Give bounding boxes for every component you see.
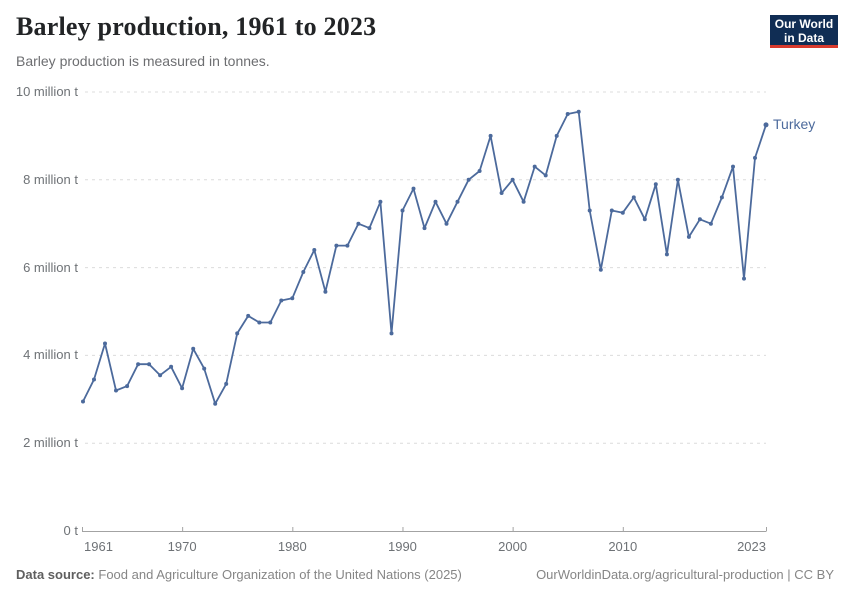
data-point: [466, 177, 471, 182]
data-point: [532, 164, 537, 169]
data-point: [125, 384, 130, 389]
data-point: [334, 243, 339, 248]
data-point: [598, 267, 603, 272]
data-point: [257, 320, 262, 325]
data-point: [367, 226, 372, 231]
data-point: [81, 399, 85, 404]
data-point: [742, 276, 746, 281]
data-point: [620, 210, 625, 215]
data-point: [708, 221, 713, 226]
data-point: [675, 177, 680, 182]
data-point: [246, 313, 251, 318]
data-point: [609, 208, 614, 213]
page-subtitle: Barley production is measured in tonnes.: [16, 53, 270, 69]
data-point: [576, 109, 581, 114]
data-point: [521, 199, 526, 204]
data-point: [731, 164, 735, 169]
data-point: [202, 366, 207, 371]
data-point: [235, 331, 240, 336]
data-point: [433, 199, 438, 204]
data-point: [312, 248, 317, 252]
owid-logo-line1: Our World: [774, 17, 834, 31]
data-source-note: Data source: Food and Agriculture Organi…: [16, 567, 462, 582]
data-point: [323, 289, 328, 294]
data-point: [653, 182, 658, 187]
data-point: [268, 320, 273, 325]
data-point: [587, 208, 592, 213]
data-point: [631, 195, 636, 200]
data-point: [136, 362, 141, 367]
data-point: [753, 155, 757, 160]
data-point: [279, 298, 284, 303]
data-point: [455, 199, 460, 204]
data-point: [213, 401, 218, 406]
data-point: [345, 243, 350, 248]
data-point: [411, 186, 416, 191]
data-point: [763, 122, 769, 128]
page-title: Barley production, 1961 to 2023: [16, 12, 377, 41]
data-point: [301, 270, 306, 274]
data-point: [224, 381, 229, 386]
data-point: [389, 331, 394, 336]
data-point: [378, 199, 383, 204]
data-point: [543, 173, 548, 178]
data-point: [686, 234, 691, 239]
data-point: [554, 133, 559, 138]
data-point: [180, 386, 185, 391]
data-point: [477, 169, 482, 173]
series-label-turkey[interactable]: Turkey: [773, 115, 816, 132]
data-point: [697, 217, 702, 222]
data-point: [191, 346, 196, 351]
data-point: [92, 377, 96, 382]
data-point: [158, 373, 163, 378]
data-point: [147, 362, 152, 367]
data-source-text: Food and Agriculture Organization of the…: [98, 567, 462, 582]
footer: Data source: Food and Agriculture Organi…: [16, 567, 834, 582]
owid-logo[interactable]: Our World in Data: [770, 15, 838, 48]
data-source-label: Data source:: [16, 567, 95, 582]
data-point: [422, 226, 427, 231]
data-point: [488, 133, 493, 138]
data-point: [400, 208, 405, 213]
data-point: [565, 112, 570, 116]
data-point: [719, 195, 724, 200]
data-point: [444, 221, 449, 226]
owid-logo-line2: in Data: [783, 30, 824, 45]
data-point: [169, 364, 174, 369]
data-point: [510, 177, 515, 182]
data-point: [356, 221, 361, 226]
data-point: [642, 217, 647, 222]
data-point: [103, 341, 107, 346]
data-point: [664, 252, 669, 257]
turkey-line: [82, 110, 767, 405]
data-point: [114, 388, 118, 393]
data-point: [290, 296, 295, 301]
data-point: [499, 191, 504, 195]
credit-link[interactable]: OurWorldinData.org/agricultural-producti…: [536, 567, 834, 582]
